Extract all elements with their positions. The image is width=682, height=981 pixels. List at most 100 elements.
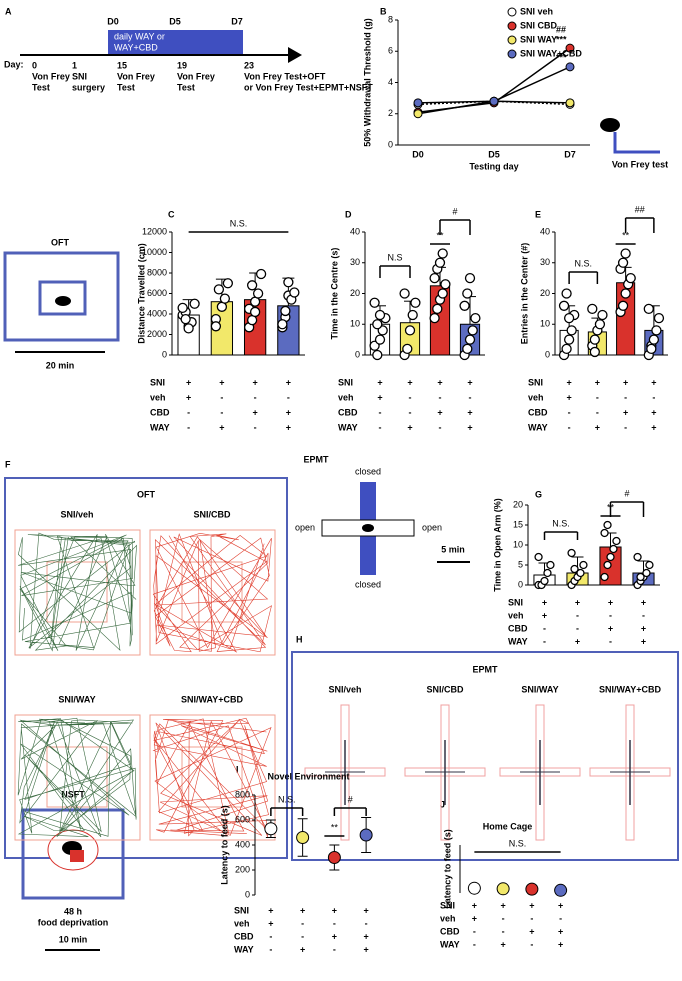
data-point [600,572,609,582]
timeline-day: 0 [32,60,37,70]
track-arena [14,714,141,841]
condition-mark: + [651,407,656,417]
data-point [369,297,380,308]
panel-border [291,651,679,861]
x-tick-label: D5 [488,149,500,159]
data-dot [296,831,310,844]
marker [565,98,575,108]
condition-mark: + [575,636,580,646]
condition-mark: + [566,392,571,402]
marker [413,98,423,108]
data-point [462,288,473,299]
panel-label: A [5,6,12,16]
condition-mark: - [473,926,476,936]
treatment-text: daily WAY or [114,31,165,41]
data-point [633,552,642,562]
y-tick-label: 40 [540,226,550,236]
annotation: # [348,794,353,804]
condition-mark: + [529,900,534,910]
y-axis-label: Latency to feed (s) [442,829,452,909]
data-point [189,298,200,309]
group-label: SNI/WAY+CBD [181,694,243,704]
data-point [470,312,481,324]
legend-label: SNI WAY+CBD [520,48,582,58]
nsft-arena [21,808,125,900]
y-tick-label: 200 [235,864,250,874]
condition-name: WAY [338,422,358,432]
diagram-title: OFT [51,237,69,247]
condition-mark: + [566,377,571,387]
y-axis-label: Time in Open Arm (%) [492,498,502,592]
data-dot [467,881,481,895]
data-point [570,564,579,574]
chart-title: Home Cage [483,821,533,831]
marker [489,96,499,106]
group-label: SNI/veh [328,684,361,694]
condition-name: veh [150,392,166,402]
data-point [246,280,258,291]
data-point [289,287,300,298]
condition-mark: + [286,407,291,417]
y-tick-label: 20 [540,288,550,298]
condition-mark: + [500,900,505,910]
y-tick-label: 15 [513,519,523,529]
data-point [402,343,413,355]
annotation: ** [436,230,444,240]
timeline-event: Von Frey Test+OFT [244,71,326,81]
condition-mark: + [286,377,291,387]
scale-label: 20 min [46,360,75,370]
arm-label: open [295,522,315,532]
condition-mark: + [332,905,337,915]
timeline-event: Von Frey [117,71,155,81]
condition-mark: - [187,422,190,432]
y-tick-label: 6 [388,46,393,56]
condition-mark: + [558,900,563,910]
panel-border [4,477,288,859]
condition-mark: + [300,944,305,954]
data-point [576,568,585,578]
condition-mark: - [609,610,612,620]
condition-mark: + [595,377,600,387]
group-label: SNI/CBD [426,684,464,694]
legend-marker [507,7,517,17]
data-point [563,334,575,345]
annotation: *** [556,34,567,44]
y-tick-label: 5 [518,559,523,569]
condition-mark: + [252,407,257,417]
chart-title: Novel Environment [267,771,349,781]
timeline-day: 1 [72,60,77,70]
data-point [372,349,383,361]
condition-mark: + [407,422,412,432]
timeline-marker: D7 [231,16,243,26]
data-point [434,257,446,268]
condition-mark: + [651,422,656,432]
y-tick-label: 12000 [142,226,167,236]
annotation: N.S. [552,518,570,528]
data-point [642,568,651,578]
scale-label: 5 min [441,544,465,554]
y-tick-label: 0 [355,349,360,359]
condition-mark: - [543,636,546,646]
mouse-icon [362,524,374,532]
condition-mark: + [286,422,291,432]
group-label: SNI/WAY [521,684,558,694]
marker [565,62,575,72]
group-label: SNI/WAY+CBD [599,684,661,694]
data-point [464,272,476,284]
data-point [563,312,575,324]
condition-mark: + [186,392,191,402]
condition-mark: - [220,407,223,417]
marker [413,109,423,119]
data-point [183,323,194,334]
y-tick-label: 2 [388,108,393,118]
annotation: N.S. [278,794,296,804]
annotation: # [452,206,457,216]
condition-mark: + [219,422,224,432]
panel-title: EPMT [472,664,498,674]
data-point [249,306,261,318]
annotation: N.S. [230,218,248,228]
data-point [609,544,618,554]
data-point [213,284,225,295]
data-dot [554,883,568,897]
timeline-event: surgery [72,82,105,92]
